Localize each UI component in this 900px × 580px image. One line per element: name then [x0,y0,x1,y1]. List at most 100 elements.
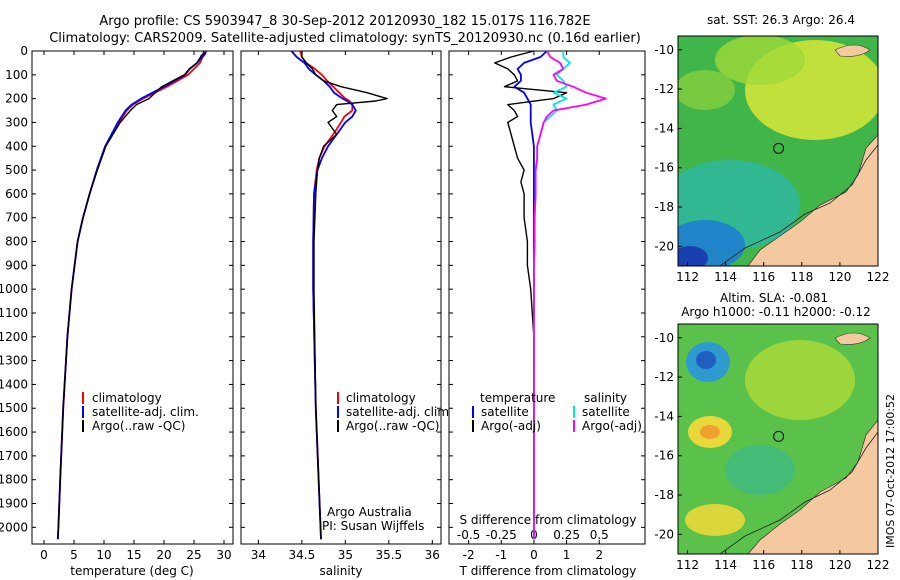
lon-tick-label: 118 [790,270,813,284]
sst-coldest-patch [678,246,708,266]
annotation-argo-australia: Argo Australia [327,505,412,519]
sst-map-title: sat. SST: 26.3 Argo: 26.4 [707,13,855,27]
depth-tick-label: 800 [5,235,28,249]
x-tick-label: 1 [563,548,571,562]
legend-label-satellite: satellite-adj. clim. [92,405,199,419]
temperature-series [56,50,207,540]
legend-label-satellite: satellite-adj. clim. [346,405,453,419]
s-diff-tick-label: 0.5 [590,528,609,542]
depth-tick-label: 1200 [0,330,28,344]
header-line-2: Climatology: CARS2009. Satellite-adjuste… [49,31,641,46]
legend-label-argo: Argo(..raw -QC) [92,419,185,433]
series-line-argo-raw-qc- [301,51,388,540]
lat-tick-label: -20 [654,239,674,253]
x-tick-label: 35 [338,548,353,562]
legend-title-salinity: salinity [584,391,627,405]
lat-tick-label: -10 [654,331,674,345]
lon-tick-label: 114 [714,558,737,572]
sst-map: 112 114 116 118 120 122 -10 -12 -14 -16 -18 -20 [654,35,889,284]
sla-land [748,420,878,554]
legend-label-t-argo: Argo(-adj) [481,419,541,433]
header-line-1: Argo profile: CS 5903947_8 30-Sep-2012 2… [99,14,590,29]
depth-tick-label: 200 [5,92,28,106]
salinity-depth-ticks [241,50,441,528]
depth-tick-label: 1600 [0,425,28,439]
sst-coastline [747,134,878,266]
depth-tick-label: 900 [5,258,28,272]
lon-tick-label: 112 [676,558,699,572]
series-line-salinity-argo-adj- [533,50,607,540]
sla-coastline [747,419,878,554]
x-tick-label: 25 [186,548,201,562]
depth-tick-label: 700 [5,211,28,225]
s-diff-tick-label: 0.25 [553,528,580,542]
sst-island [834,44,871,57]
annotation-pi: PI: Susan Wijffels [322,519,424,533]
depth-tick-label: 1500 [0,401,28,415]
salinity-legend: climatology satellite-adj. clim. Argo(..… [337,391,453,433]
difference-series [494,50,607,540]
lat-tick-label: -12 [654,82,674,96]
temperature-panel: 0100200300400500600700800900100011001200… [0,44,234,578]
lat-tick-label: -12 [654,370,674,384]
lon-tick-label: 118 [790,558,813,572]
depth-tick-label: 500 [5,163,28,177]
sla-lowest-patch [696,351,716,369]
sst-map-frame [677,35,879,267]
difference-legend-salinity: salinity satellite Argo(-adj) [573,391,642,433]
depth-tick-label: 1900 [0,497,28,511]
x-tick-label: 15 [126,548,141,562]
sla-map: 112 114 116 118 120 122 -10 -12 -14 -16 -18 -20 [654,323,889,572]
sla-warm-patch-2 [685,504,745,536]
sst-warm-patch-2 [715,36,805,85]
sla-map-title-2: Argo h1000: -0.11 h2000: -0.12 [681,305,871,319]
depth-tick-label: 1100 [0,306,28,320]
depth-tick-label: 1300 [0,354,28,368]
series-line-satellite-adj-clim- [290,50,357,540]
x-tick-label: 0 [40,548,48,562]
depth-tick-label: 1800 [0,473,28,487]
salinity-panel: 34 34.5 35 35.5 36 salinity climatology sate… [240,50,453,578]
legend-label-t-satellite: satellite [481,405,529,419]
series-line-argo-raw-qc- [57,51,205,540]
s-difference-label: S difference from climatology [460,513,637,527]
legend-title-temperature: temperature [480,391,555,405]
lat-tick-label: -10 [654,43,674,57]
lon-tick-label: 122 [867,558,890,572]
x-tick-label: -2 [463,548,475,562]
lon-tick-label: 120 [828,558,851,572]
lat-tick-label: -14 [654,121,674,135]
difference-panel: -2 -1 0 1 2-0.5 -0.25 0 0.25 0.5 S difference fr… [448,50,646,578]
salinity-x-axis: 34 34.5 35 35.5 36 [251,51,440,562]
depth-tick-label: 300 [5,115,28,129]
sst-warm-patch-3 [678,70,735,110]
sla-map-title-1: Altim. SLA: -0.081 [720,291,828,305]
depth-axis: 0 100 200 300 400 500 600 700 800 900 1000 1100 1200… [0,44,233,534]
lat-tick-label: -14 [654,409,674,423]
depth-tick-label: 0 [20,44,28,58]
difference-plot-frame [448,50,646,545]
sst-map-axes: 112 114 116 118 120 122 -10 -12 -14 -16 -18 -20 [654,43,889,284]
lat-tick-label: -18 [654,200,674,214]
difference-x-axis: -2 -1 0 1 2-0.5 -0.25 0 0.25 0.5 [457,51,609,562]
depth-tick-label: 2000 [0,520,28,534]
legend-label-climatology: climatology [346,391,416,405]
depth-tick-label: 400 [5,139,28,153]
salinity-series [290,50,388,540]
x-tick-label: -1 [495,548,507,562]
temperature-plot-frame [31,50,234,545]
x-tick-label: 30 [216,548,231,562]
legend-label-s-satellite: satellite [582,405,630,419]
temperature-x-axis: 0 5 10 15 20 25 30 [40,51,232,562]
legend-label-climatology: climatology [92,391,162,405]
sla-map-axes: 112 114 116 118 120 122 -10 -12 -14 -16 -18 -20 [654,331,889,572]
lon-tick-label: 114 [714,270,737,284]
difference-depth-ticks [449,50,645,528]
x-tick-label: 0 [530,548,538,562]
depth-tick-label: 100 [5,68,28,82]
sst-isobath [719,144,878,266]
temperature-legend: climatology satellite-adj. clim. Argo(..… [82,391,199,433]
legend-label-argo: Argo(..raw -QC) [346,419,439,433]
depth-tick-label: 600 [5,187,28,201]
